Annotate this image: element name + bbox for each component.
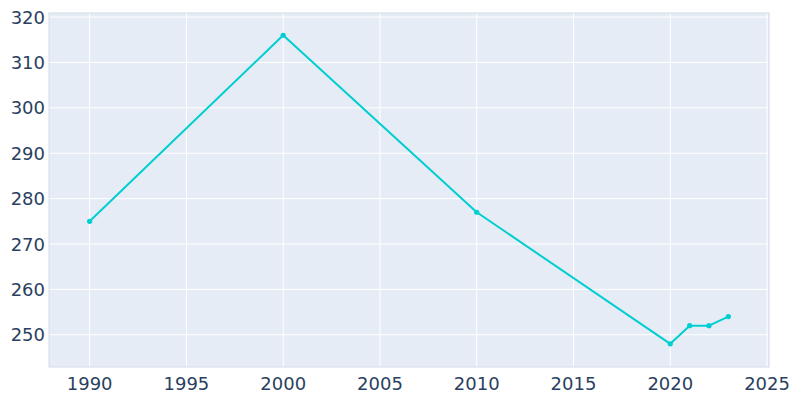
x-grid-line (379, 13, 380, 367)
x-tick-label: 2005 (357, 373, 403, 394)
x-tick-label: 2010 (454, 373, 500, 394)
y-grid-line (49, 153, 769, 154)
y-tick-label: 260 (11, 279, 45, 300)
y-grid-line (49, 62, 769, 63)
x-tick-label: 2025 (744, 373, 790, 394)
x-tick-label: 2020 (647, 373, 693, 394)
plot-background (49, 13, 769, 367)
y-tick-label: 250 (11, 324, 45, 345)
data-group (87, 33, 731, 347)
data-point (668, 341, 673, 346)
plot-frame (49, 13, 769, 367)
x-tick-label: 1995 (164, 373, 210, 394)
y-tick-label: 300 (11, 97, 45, 118)
x-grid-line (186, 13, 187, 367)
x-tick-label: 2000 (260, 373, 306, 394)
x-grid-line (767, 13, 768, 367)
data-point (706, 323, 711, 328)
y-grid-line (49, 107, 769, 108)
y-grid-line (49, 17, 769, 18)
data-point (474, 210, 479, 215)
data-point (687, 323, 692, 328)
x-grid-line (283, 13, 284, 367)
y-grid-line (49, 198, 769, 199)
y-grid-line (49, 244, 769, 245)
y-grid-line (49, 289, 769, 290)
data-line (90, 35, 729, 344)
x-grid-line (573, 13, 574, 367)
y-grid-line (49, 334, 769, 335)
x-tick-label: 1990 (67, 373, 113, 394)
x-grid-line (670, 13, 671, 367)
y-tick-label: 270 (11, 234, 45, 255)
data-point (281, 33, 286, 38)
data-point (87, 219, 92, 224)
y-tick-label: 310 (11, 52, 45, 73)
data-point (726, 314, 731, 319)
x-grid-line (476, 13, 477, 367)
y-tick-label: 290 (11, 143, 45, 164)
x-tick-label: 2015 (551, 373, 597, 394)
chart-svg: 250 260 270 280 290 300 310 320 1990 1995 2000 2005… (0, 0, 800, 400)
x-grid-line (89, 13, 90, 367)
y-tick-label: 320 (11, 7, 45, 28)
y-tick-label: 280 (11, 188, 45, 209)
chart-container: 250 260 270 280 290 300 310 320 1990 1995 2000 2005… (0, 0, 800, 400)
